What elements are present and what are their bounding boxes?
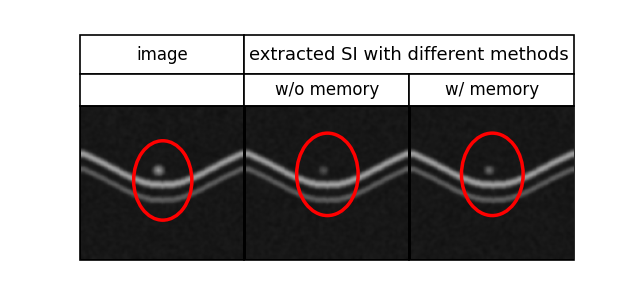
- FancyBboxPatch shape: [244, 74, 409, 106]
- FancyBboxPatch shape: [80, 35, 244, 74]
- FancyBboxPatch shape: [80, 74, 244, 106]
- FancyBboxPatch shape: [80, 106, 244, 260]
- FancyBboxPatch shape: [244, 35, 574, 74]
- FancyBboxPatch shape: [409, 106, 574, 260]
- Text: w/ memory: w/ memory: [445, 81, 538, 99]
- Text: w/o memory: w/o memory: [274, 81, 379, 99]
- FancyBboxPatch shape: [409, 74, 574, 106]
- Text: extracted SI with different methods: extracted SI with different methods: [249, 46, 569, 64]
- Text: image: image: [136, 46, 188, 64]
- FancyBboxPatch shape: [244, 106, 409, 260]
